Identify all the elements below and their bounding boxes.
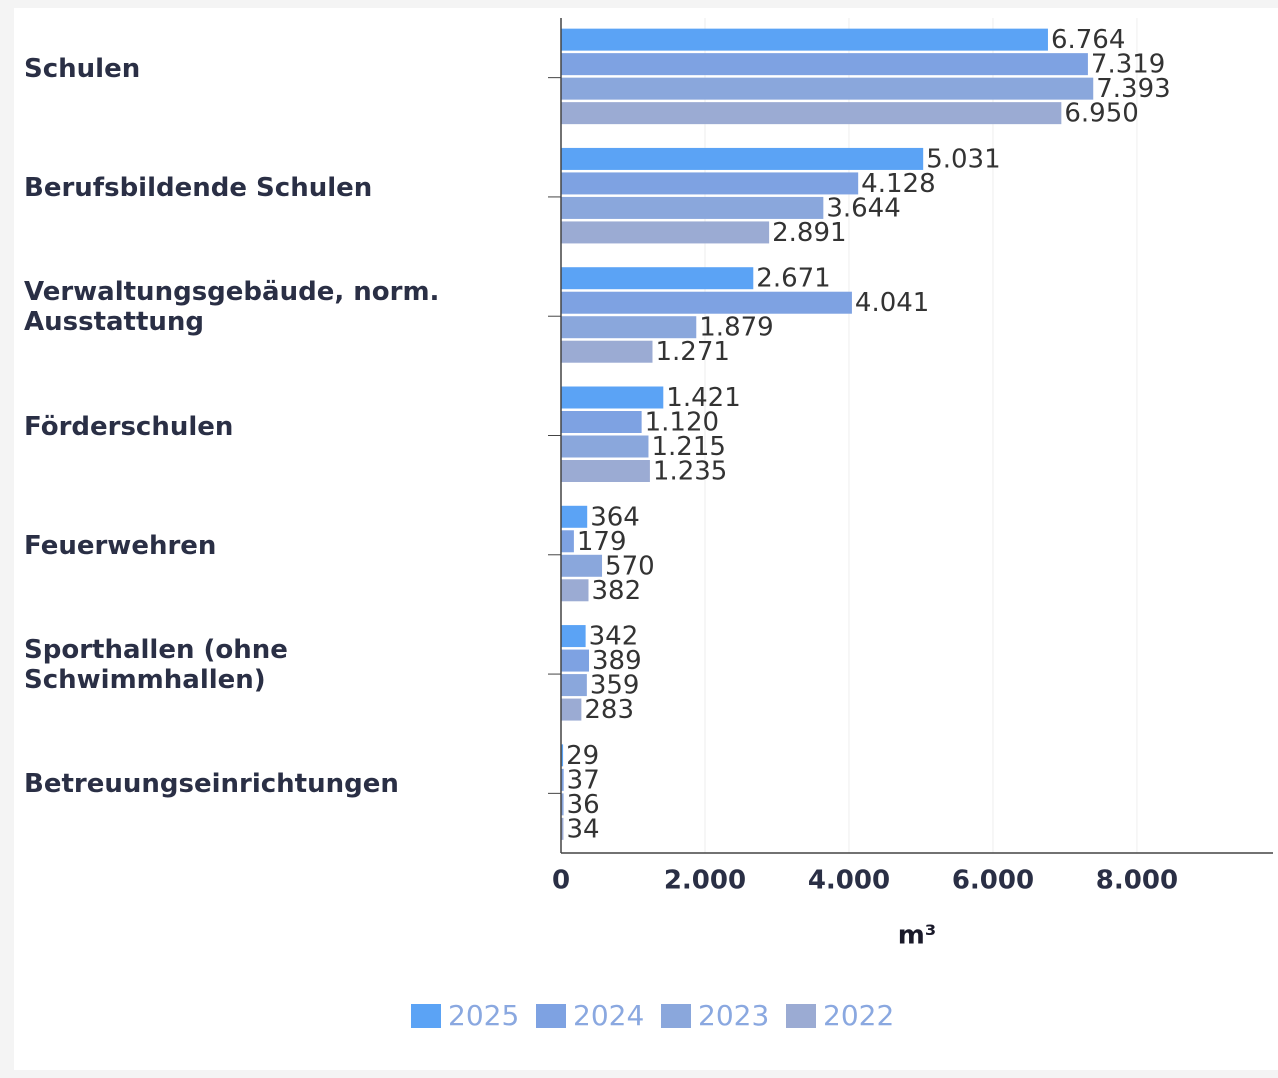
value-label: 3.644 [826,193,900,223]
bar [561,698,582,721]
bar [561,196,824,219]
x-tick-label: 6.000 [952,866,1034,896]
bar [561,674,587,697]
value-label: 179 [577,527,627,557]
bar [561,411,642,433]
value-label: 6.950 [1064,99,1138,129]
legend-label: 2023 [698,999,769,1032]
value-label: 34 [566,814,599,844]
bar [561,386,664,409]
bar [561,291,852,314]
value-label: 364 [590,502,640,532]
bar [561,102,1062,125]
x-tick-label: 4.000 [808,866,890,896]
category-label: Sporthallen (ohne Schwimmhallen) [24,635,288,696]
value-label: 342 [589,622,639,652]
bar [561,267,754,290]
value-label: 1.271 [656,337,730,367]
value-label: 2.671 [756,264,830,294]
value-label: 382 [592,576,642,606]
value-label: 7.393 [1096,74,1170,104]
legend-label: 2022 [823,999,894,1032]
value-label: 389 [592,646,642,676]
bar [561,530,574,553]
bar [561,768,564,791]
bar [561,147,924,170]
category-label: Schulen [24,53,141,84]
category-label: Feuerwehren [24,530,217,561]
value-label: 359 [590,671,640,701]
bar [561,625,586,648]
bar [561,817,564,840]
x-tick-label: 8.000 [1096,866,1178,896]
bar [561,221,770,244]
category-label: Verwaltungsgebäude, norm. Ausstattung [24,277,440,338]
x-tick-label: 0 [552,866,570,896]
bar [561,649,590,672]
value-label: 4.128 [861,169,935,199]
value-label: 1.215 [651,432,725,462]
bar [561,435,649,458]
category-label: Förderschulen [24,411,234,442]
bar [561,172,859,195]
value-label: 29 [566,741,599,771]
legend-swatch [536,1004,566,1028]
x-tick-label: 2.000 [664,866,746,896]
bar [561,744,564,767]
value-label: 1.879 [699,313,773,343]
legend-swatch [411,1004,441,1028]
value-label: 7.319 [1091,50,1165,80]
category-label: Betreuungseinrichtungen [24,769,399,800]
value-label: 1.235 [653,457,727,487]
legend-label: 2024 [573,999,644,1032]
bar [561,460,650,482]
bar [561,316,697,339]
bar [561,579,589,602]
value-label: 2.891 [772,218,846,248]
value-label: 1.421 [666,383,740,413]
legend-swatch [661,1004,691,1028]
bar [561,340,653,363]
value-label: 4.041 [855,288,929,318]
legend-swatch [786,1004,816,1028]
bar [561,53,1088,76]
bar [561,28,1048,51]
value-label: 283 [584,695,634,725]
value-label: 5.031 [926,144,1000,174]
value-label: 1.120 [645,408,719,438]
legend-label: 2025 [448,999,519,1032]
value-label: 570 [605,551,655,581]
value-label: 36 [567,790,600,820]
bar [561,77,1094,100]
value-label: 6.764 [1051,25,1125,55]
bar [561,793,564,816]
bar [561,505,588,528]
x-axis-label: m³ [898,921,936,951]
bar [561,554,603,577]
value-label: 37 [567,765,600,795]
category-label: Berufsbildende Schulen [24,172,373,203]
